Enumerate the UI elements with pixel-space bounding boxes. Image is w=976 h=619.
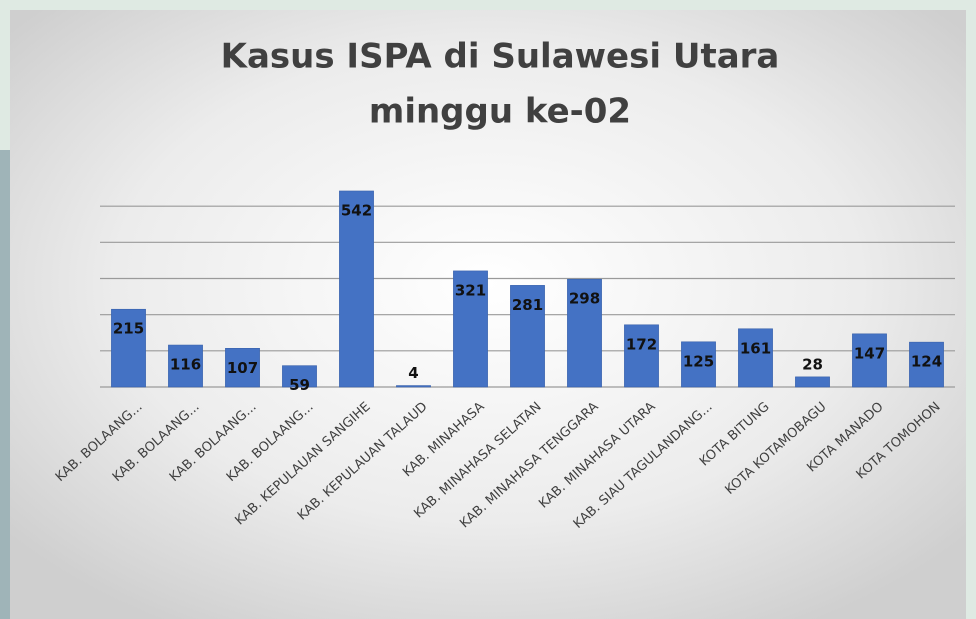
bar <box>111 308 146 388</box>
value-label: 107 <box>227 359 258 377</box>
bar <box>909 341 944 388</box>
value-label: 215 <box>113 320 144 338</box>
value-label: 161 <box>740 339 771 357</box>
value-label: 28 <box>802 355 823 373</box>
bar <box>339 190 374 388</box>
value-label: 116 <box>170 356 201 374</box>
chart-title: minggu ke-02 <box>369 92 631 132</box>
value-label: 321 <box>455 281 486 299</box>
bar <box>282 365 317 388</box>
value-label: 4 <box>408 364 418 382</box>
bar <box>225 348 260 388</box>
bar <box>852 333 887 388</box>
value-label: 298 <box>569 290 600 308</box>
bar <box>795 376 830 388</box>
value-label: 281 <box>512 296 543 314</box>
value-label: 172 <box>626 335 657 353</box>
bar <box>681 341 716 388</box>
photo-strip <box>0 150 12 619</box>
chart-title: Kasus ISPA di Sulawesi Utara <box>221 37 780 77</box>
value-label: 147 <box>854 344 885 362</box>
value-label: 59 <box>289 376 310 394</box>
bar <box>567 278 602 388</box>
value-label: 124 <box>911 353 942 371</box>
bar <box>510 285 545 388</box>
bar <box>738 328 773 388</box>
bar <box>168 344 203 388</box>
value-label: 125 <box>683 352 714 370</box>
value-label: 542 <box>341 201 372 219</box>
bar <box>396 385 431 388</box>
bar <box>453 270 488 388</box>
bar <box>624 324 659 388</box>
